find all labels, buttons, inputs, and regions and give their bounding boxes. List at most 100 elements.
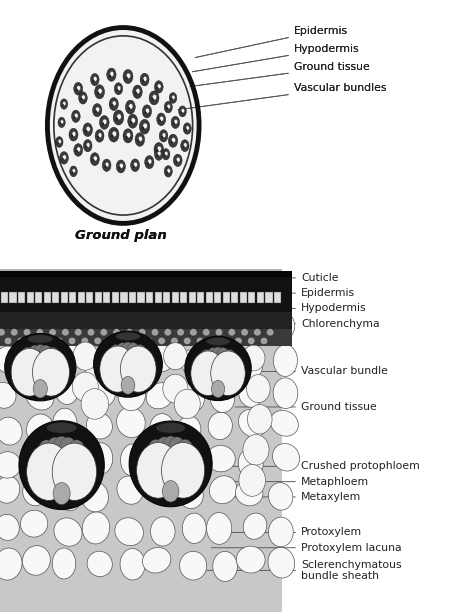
Circle shape xyxy=(182,146,184,148)
Circle shape xyxy=(219,353,233,370)
Ellipse shape xyxy=(148,159,152,164)
Ellipse shape xyxy=(120,444,144,476)
Ellipse shape xyxy=(93,156,97,161)
Ellipse shape xyxy=(60,152,68,164)
Ellipse shape xyxy=(113,329,120,336)
Circle shape xyxy=(135,92,137,95)
Ellipse shape xyxy=(157,84,161,89)
Ellipse shape xyxy=(179,106,186,117)
Text: Vascular bundles: Vascular bundles xyxy=(178,83,386,110)
Circle shape xyxy=(128,107,130,110)
Ellipse shape xyxy=(116,332,140,340)
Circle shape xyxy=(33,345,47,363)
Ellipse shape xyxy=(117,114,121,119)
Ellipse shape xyxy=(210,476,237,504)
Ellipse shape xyxy=(94,337,101,345)
Circle shape xyxy=(11,348,48,396)
Bar xyxy=(0,311,292,329)
Ellipse shape xyxy=(160,116,164,121)
Ellipse shape xyxy=(133,85,142,99)
Ellipse shape xyxy=(55,337,63,345)
Ellipse shape xyxy=(81,482,109,512)
Bar xyxy=(137,292,145,302)
Ellipse shape xyxy=(72,110,80,122)
Circle shape xyxy=(81,98,82,100)
Ellipse shape xyxy=(86,127,90,132)
Text: Ground plan: Ground plan xyxy=(75,229,167,242)
Ellipse shape xyxy=(173,154,182,166)
Bar xyxy=(27,292,34,302)
Ellipse shape xyxy=(155,148,163,160)
Circle shape xyxy=(76,150,78,152)
Bar xyxy=(52,292,59,302)
Ellipse shape xyxy=(82,512,109,544)
Ellipse shape xyxy=(20,510,48,537)
Bar xyxy=(9,292,17,302)
Ellipse shape xyxy=(52,343,81,374)
Ellipse shape xyxy=(107,337,114,345)
Ellipse shape xyxy=(247,337,255,345)
Ellipse shape xyxy=(268,517,293,547)
Ellipse shape xyxy=(222,337,229,345)
Ellipse shape xyxy=(83,347,112,378)
Ellipse shape xyxy=(239,381,262,407)
Bar xyxy=(0,269,282,612)
Bar xyxy=(35,292,42,302)
Ellipse shape xyxy=(114,83,123,95)
Circle shape xyxy=(62,104,64,106)
Ellipse shape xyxy=(117,407,145,438)
Circle shape xyxy=(126,343,140,360)
Circle shape xyxy=(73,116,75,119)
Ellipse shape xyxy=(238,409,266,437)
Ellipse shape xyxy=(174,389,200,419)
Ellipse shape xyxy=(4,337,12,345)
Circle shape xyxy=(64,444,81,466)
Circle shape xyxy=(185,129,187,131)
Circle shape xyxy=(130,121,132,124)
Ellipse shape xyxy=(69,129,78,141)
Ellipse shape xyxy=(131,159,139,171)
Ellipse shape xyxy=(100,329,108,336)
Ellipse shape xyxy=(58,446,82,477)
Circle shape xyxy=(156,154,158,157)
Ellipse shape xyxy=(151,329,159,336)
Circle shape xyxy=(60,122,62,125)
Circle shape xyxy=(53,436,70,458)
Circle shape xyxy=(162,480,179,502)
Ellipse shape xyxy=(61,120,64,124)
Ellipse shape xyxy=(175,446,204,473)
Ellipse shape xyxy=(164,102,173,113)
Ellipse shape xyxy=(19,421,104,509)
Ellipse shape xyxy=(162,149,170,160)
Ellipse shape xyxy=(73,342,98,370)
Ellipse shape xyxy=(83,140,92,152)
Ellipse shape xyxy=(87,329,95,336)
Circle shape xyxy=(33,379,47,398)
Ellipse shape xyxy=(55,373,79,405)
Ellipse shape xyxy=(157,151,161,156)
Ellipse shape xyxy=(123,70,133,83)
Text: Epidermis: Epidermis xyxy=(195,26,348,58)
Bar xyxy=(265,292,273,302)
Ellipse shape xyxy=(143,548,171,573)
Circle shape xyxy=(68,440,85,462)
Ellipse shape xyxy=(215,329,223,336)
Ellipse shape xyxy=(177,329,184,336)
Ellipse shape xyxy=(159,130,168,142)
Ellipse shape xyxy=(246,375,270,403)
Circle shape xyxy=(111,104,113,106)
Ellipse shape xyxy=(72,132,76,136)
Ellipse shape xyxy=(95,130,104,142)
Ellipse shape xyxy=(164,152,168,156)
Bar xyxy=(1,292,8,302)
Circle shape xyxy=(203,353,216,370)
Circle shape xyxy=(46,347,60,365)
Bar xyxy=(18,292,25,302)
Ellipse shape xyxy=(0,417,22,445)
Ellipse shape xyxy=(135,133,145,146)
Ellipse shape xyxy=(117,476,143,504)
Ellipse shape xyxy=(22,348,48,374)
Circle shape xyxy=(152,444,169,465)
Ellipse shape xyxy=(26,384,54,410)
Ellipse shape xyxy=(209,337,217,345)
